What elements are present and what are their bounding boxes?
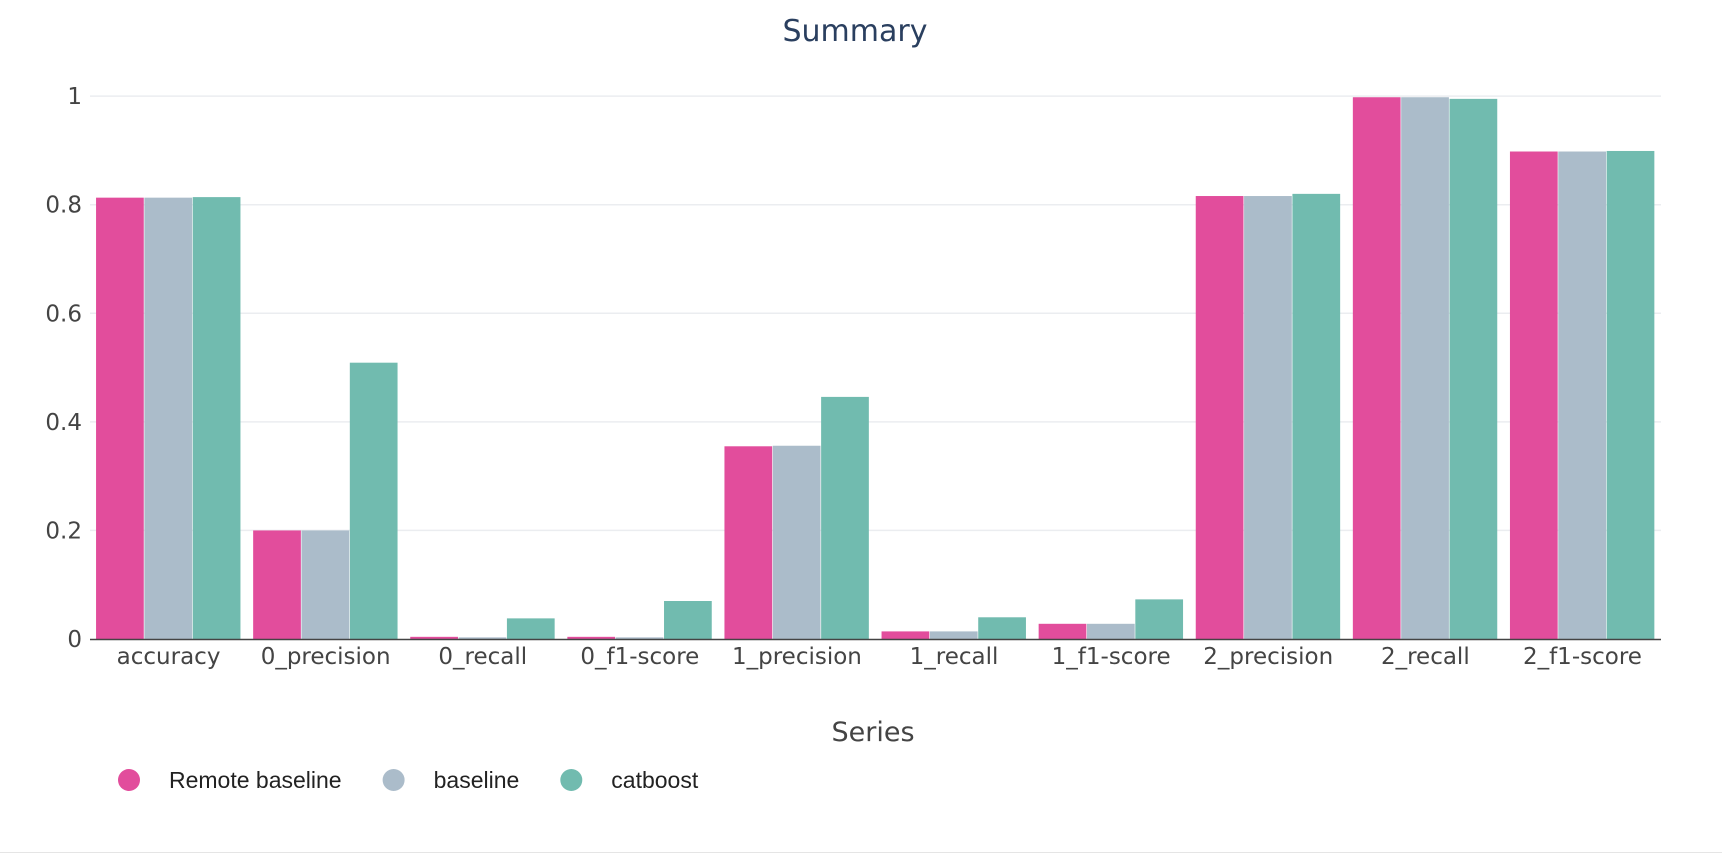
- y-tick-label: 0.6: [45, 301, 82, 327]
- y-tick-label: 0.2: [45, 518, 82, 544]
- bar-2_recall-0[interactable]: [1352, 97, 1401, 640]
- bar-1_f1-score-2[interactable]: [1135, 599, 1184, 639]
- bar-1_recall-0[interactable]: [881, 631, 930, 639]
- y-axis-ticks: 0 0.2 0.4 0.6 0.8 1: [45, 84, 82, 653]
- bar-1_precision-2[interactable]: [821, 396, 869, 639]
- bar-1_recall-2[interactable]: [978, 617, 1026, 639]
- bar-0_precision-1[interactable]: [301, 530, 350, 639]
- bars: [96, 97, 1655, 640]
- bar-0_recall-1[interactable]: [458, 637, 507, 639]
- bar-accuracy-0[interactable]: [96, 197, 144, 639]
- x-tick-label: 1_precision: [732, 644, 862, 670]
- bar-2_recall-2[interactable]: [1449, 98, 1498, 640]
- bar-0_f1-score-1[interactable]: [615, 637, 664, 639]
- x-axis-ticks: accuracy 0_precision 0_recall 0_f1-score 1_p…: [117, 644, 1642, 670]
- bar-0_f1-score-2[interactable]: [664, 601, 712, 639]
- legend-label: Remote baseline: [169, 767, 342, 793]
- x-tick-label: 1_recall: [910, 644, 999, 670]
- y-tick-label: 0.4: [45, 410, 82, 436]
- bar-0_recall-2[interactable]: [506, 618, 555, 639]
- bar-2_precision-0[interactable]: [1195, 196, 1244, 639]
- bar-1_precision-1[interactable]: [772, 445, 821, 639]
- x-tick-label: 2_precision: [1203, 644, 1333, 670]
- legend-marker: [118, 769, 140, 791]
- chart-title: Summary: [783, 14, 928, 49]
- x-tick-label: 2_recall: [1381, 644, 1470, 670]
- y-tick-label: 0: [67, 627, 82, 653]
- legend-title: Series: [831, 717, 914, 748]
- bar-0_precision-2[interactable]: [349, 362, 398, 639]
- legend-item[interactable]: Remote baseline: [118, 767, 342, 793]
- legend-marker: [382, 769, 405, 791]
- legend: Remote baseline baseline catboost: [118, 767, 699, 793]
- x-tick-label: 2_f1-score: [1523, 644, 1642, 670]
- legend-label: catboost: [611, 767, 699, 793]
- legend-label: baseline: [434, 767, 520, 793]
- bar-1_recall-1[interactable]: [929, 631, 978, 639]
- bar-2_precision-2[interactable]: [1292, 193, 1341, 640]
- bar-accuracy-1[interactable]: [144, 197, 193, 639]
- bar-2_f1-score-1[interactable]: [1558, 151, 1607, 639]
- y-tick-label: 1: [67, 84, 82, 110]
- bar-1_precision-0[interactable]: [724, 446, 773, 639]
- x-tick-label: 0_f1-score: [580, 644, 699, 670]
- x-tick-label: 0_precision: [261, 644, 391, 670]
- x-tick-label: 1_f1-score: [1052, 644, 1171, 670]
- bar-0_precision-0[interactable]: [253, 530, 301, 639]
- x-tick-label: 0_recall: [438, 644, 527, 670]
- y-tick-label: 0.8: [45, 193, 82, 219]
- x-tick-label: accuracy: [117, 644, 221, 670]
- bar-0_recall-0[interactable]: [410, 636, 458, 639]
- bar-2_precision-1[interactable]: [1244, 196, 1292, 639]
- bar-2_recall-1[interactable]: [1401, 97, 1449, 640]
- legend-marker: [560, 769, 583, 791]
- bar-2_f1-score-0[interactable]: [1509, 151, 1558, 639]
- legend-item[interactable]: baseline: [382, 767, 520, 793]
- bar-1_f1-score-0[interactable]: [1038, 623, 1087, 639]
- bar-2_f1-score-2[interactable]: [1606, 150, 1655, 639]
- bar-0_f1-score-0[interactable]: [567, 636, 616, 639]
- bar-1_f1-score-1[interactable]: [1086, 623, 1135, 639]
- bar-accuracy-2[interactable]: [192, 197, 241, 640]
- legend-item[interactable]: catboost: [560, 767, 699, 793]
